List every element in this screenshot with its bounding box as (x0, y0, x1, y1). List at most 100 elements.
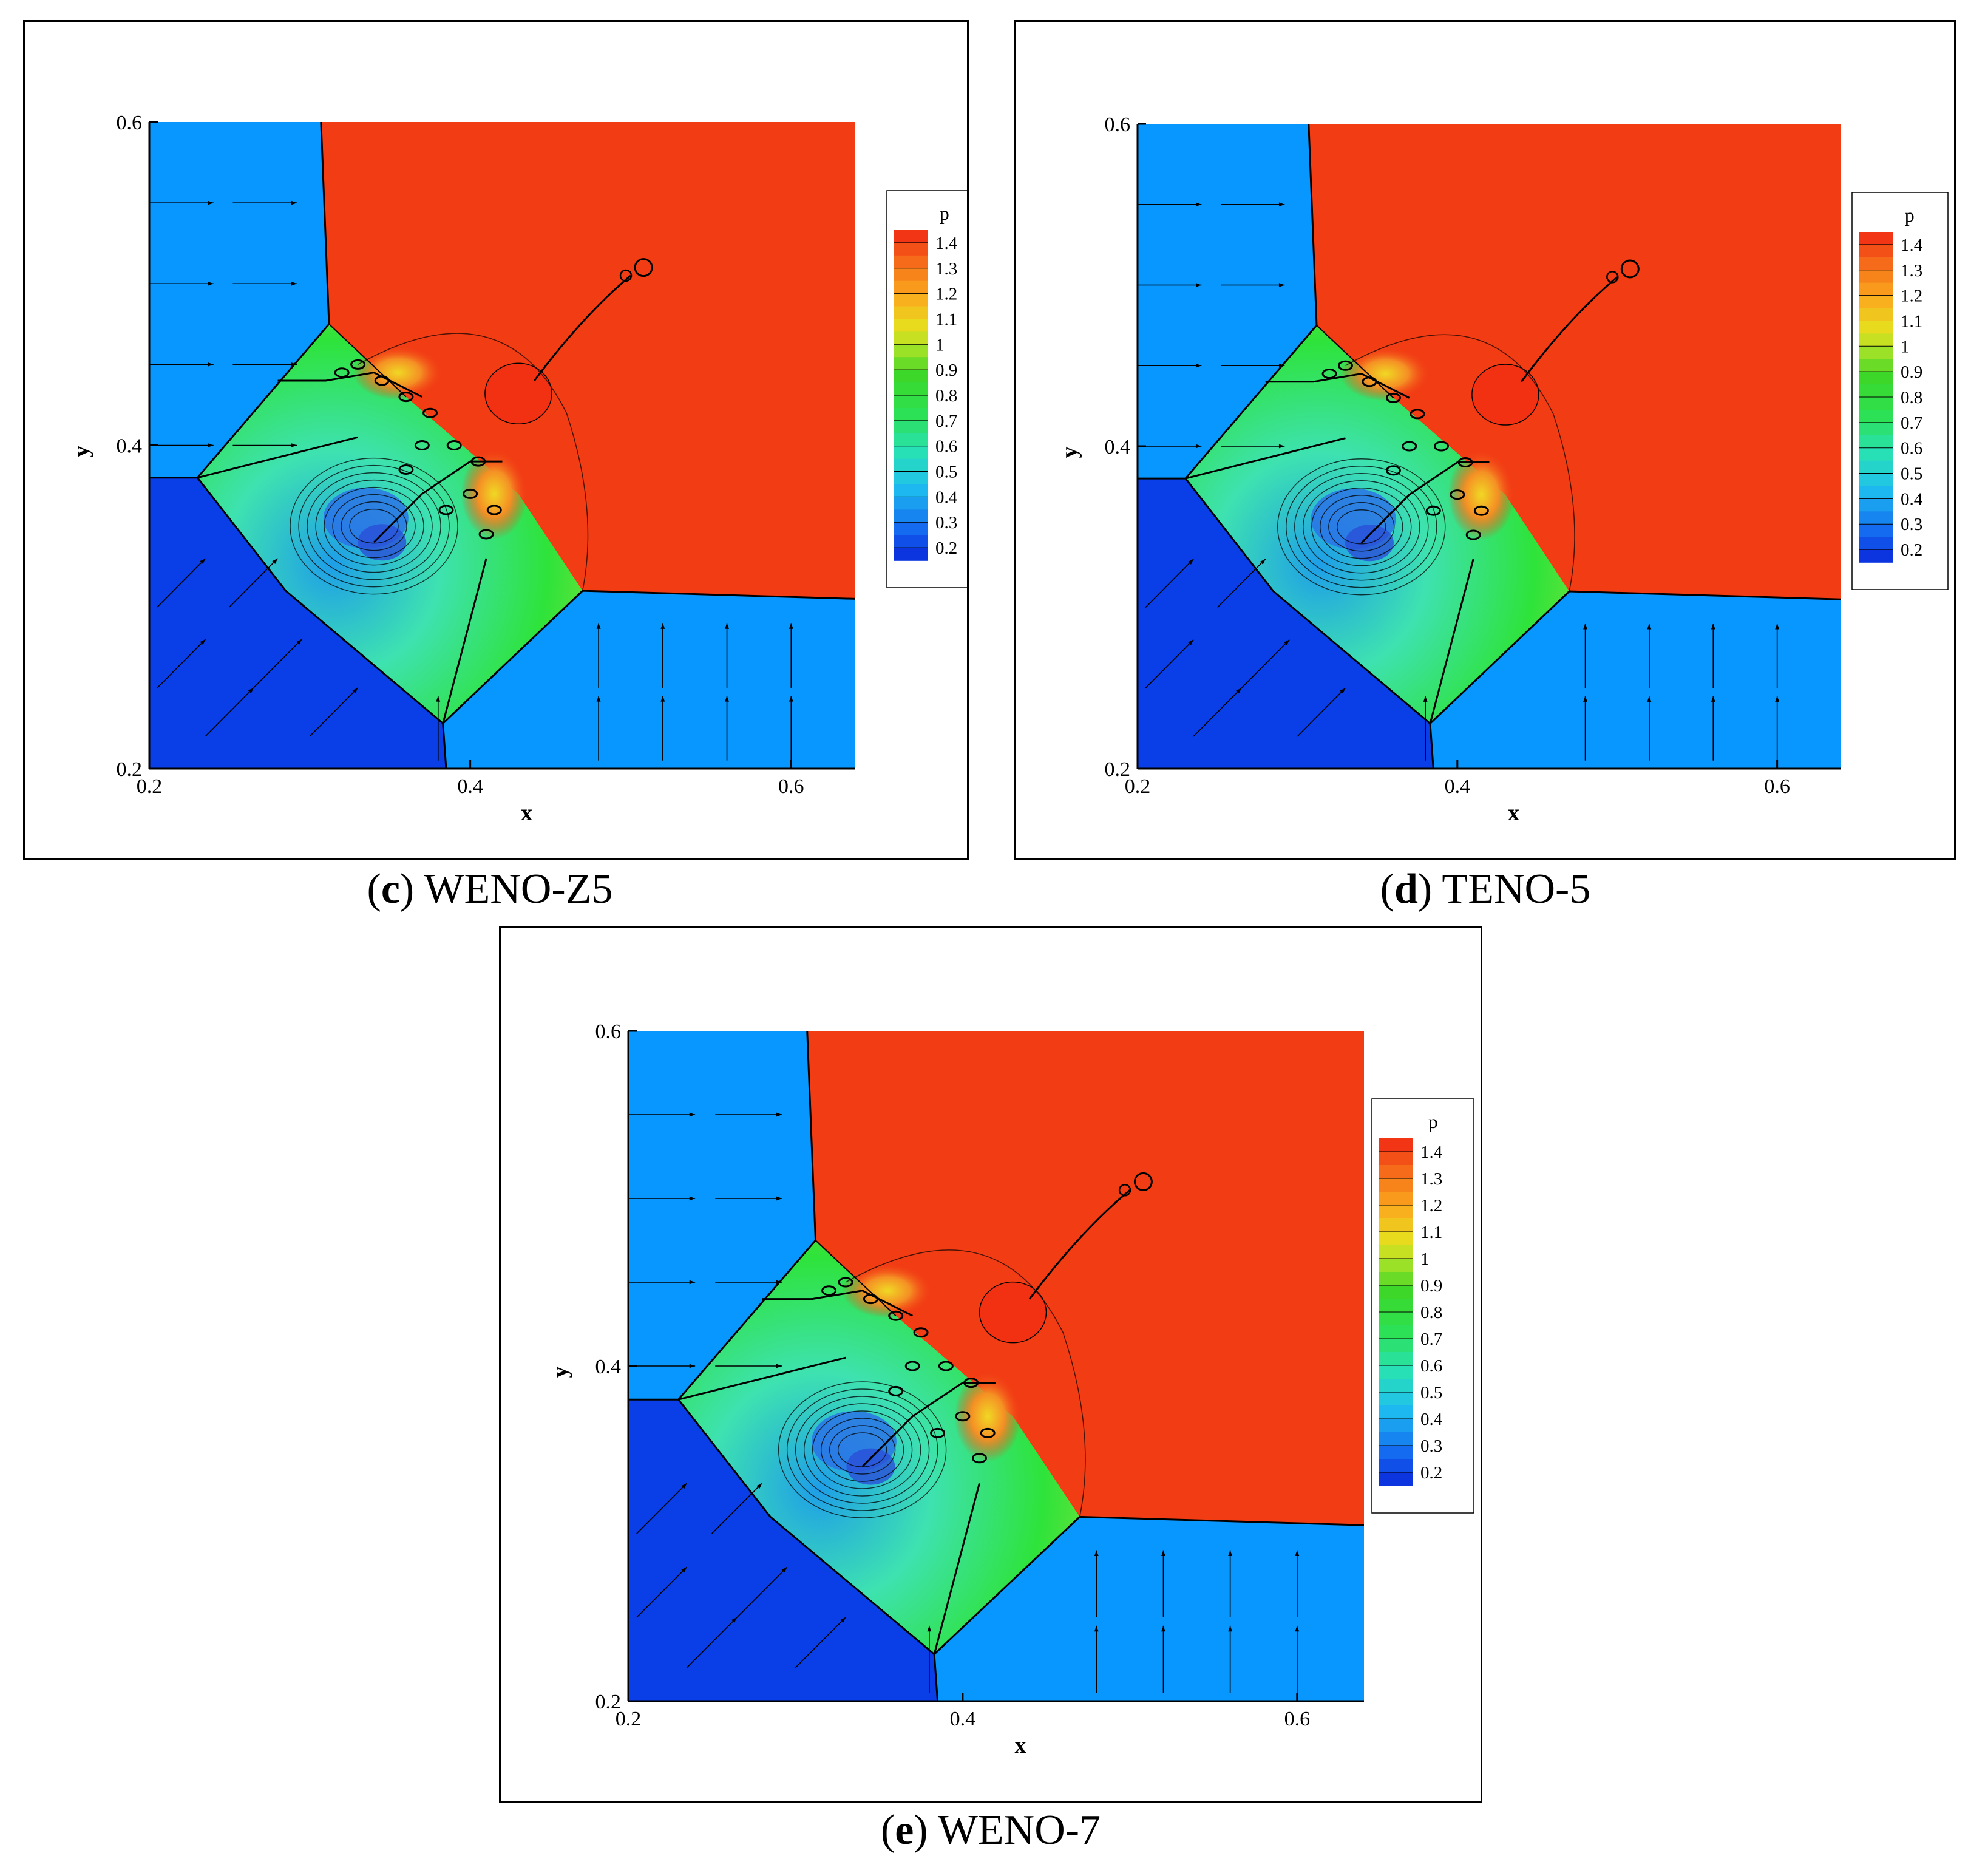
shock-line (442, 590, 855, 724)
caption-letter: e (895, 1807, 914, 1854)
velocity-arrow-head (725, 696, 729, 702)
shear-vortex (1433, 441, 1449, 452)
velocity-arrow-head (660, 623, 665, 629)
colorbar-swatch (1379, 1472, 1413, 1486)
colorbar-tick-label: 0.6 (1420, 1356, 1442, 1376)
shock-line (933, 1483, 980, 1655)
shear-vortex (446, 440, 462, 450)
shock-line (197, 477, 447, 769)
velocity-arrow (205, 687, 254, 737)
velocity-arrow-head (1278, 202, 1285, 207)
colorbar-swatch (1859, 384, 1893, 398)
region-bottom-right (443, 591, 855, 769)
slip-line (861, 1382, 996, 1467)
colorbar-tick-label: 0.3 (935, 513, 957, 532)
jet-tip-vortex (1118, 1183, 1131, 1197)
colorbar-tick-label: 0.4 (1901, 489, 1923, 509)
shock-line (1316, 325, 1394, 399)
colorbar-swatch (894, 319, 928, 333)
contour-plot-e: 0.2 0.4 0.6 0.2 0.4 0.6 x y p 1.4 1.3 1.2 1.1 1 0.9 0.8… (548, 1021, 1474, 1758)
contour-line (290, 457, 458, 595)
shear-vortex (1465, 529, 1481, 540)
shear-vortex (913, 1327, 929, 1338)
region-bottom-right (1430, 591, 1841, 769)
pressure-band (461, 448, 528, 540)
y-tick-label: 0.2 (595, 1691, 622, 1713)
slip-line (1265, 372, 1410, 399)
colorbar-swatch (1379, 1419, 1413, 1433)
contour-line (837, 1432, 887, 1467)
colorbar-tick-label: 0.9 (935, 361, 957, 380)
colorbar-swatch (1379, 1446, 1413, 1460)
jet-tip-vortex (619, 269, 633, 282)
colorbar-tick-label: 0.2 (1901, 540, 1922, 560)
colorbar-swatch (1859, 409, 1893, 423)
colorbar-swatch (894, 306, 928, 320)
x-tick-label: 0.4 (950, 1708, 976, 1730)
plot-area (628, 1031, 1364, 1701)
velocity-arrow (1217, 559, 1266, 608)
contour-line (1303, 480, 1420, 574)
contour-line (307, 472, 441, 580)
jet-tip-vortex (634, 258, 653, 277)
colorbar-swatch (1379, 1192, 1413, 1206)
colorbar-swatch (894, 357, 928, 370)
colorbar-swatch (894, 255, 928, 269)
colorbar: p 1.4 1.3 1.2 1.1 1 0.9 0.8 0.7 0.6 0.5 0.4 0.3 0.2 (886, 190, 967, 588)
colorbar-swatch (1379, 1218, 1413, 1232)
shear-vortex (1385, 465, 1401, 476)
shear-vortex (1402, 441, 1417, 452)
velocity-arrow (309, 687, 359, 737)
shock-line (677, 1399, 939, 1701)
y-tick-label: 0.2 (117, 758, 143, 781)
colorbar-tick-label: 1.1 (935, 310, 957, 329)
region-top-left (628, 1031, 816, 1400)
velocity-arrow-head (596, 696, 601, 702)
colorbar-swatch (1379, 1312, 1413, 1326)
jet-tip-vortex (1620, 259, 1640, 279)
colorbar-swatch (1859, 511, 1893, 525)
shear-vortex (1473, 505, 1489, 516)
chart-panel-e: 0.2 0.4 0.6 0.2 0.4 0.6 x y p 1.4 1.3 1.2 1.1 1 0.9 0.8… (499, 926, 1482, 1803)
colorbar-swatch (894, 522, 928, 535)
velocity-arrow-head (776, 1280, 782, 1285)
caption-text: WENO-Z5 (424, 866, 613, 913)
caption-d: (d) TENO-5 (1380, 866, 1591, 913)
colorbar-swatch (1859, 321, 1893, 335)
velocity-arrow-head (1236, 688, 1242, 694)
velocity-arrow (686, 1617, 738, 1668)
contour-line (298, 464, 450, 588)
colorbar-swatch (1859, 308, 1893, 322)
shock-line (197, 436, 358, 479)
region-bottom-right (934, 1517, 1364, 1701)
contour-line (1328, 502, 1395, 552)
colorbar-swatch (894, 280, 928, 294)
colorbar-swatch (1859, 549, 1893, 563)
shear-vortex (463, 488, 478, 499)
shear-vortex (838, 1277, 853, 1288)
colorbar-swatch (894, 242, 928, 256)
colorbar-swatch (1859, 346, 1893, 360)
velocity-arrow-head (781, 1567, 787, 1573)
colorbar-swatch (894, 471, 928, 485)
velocity-arrow-head (1188, 639, 1194, 645)
colorbar-swatch (1379, 1232, 1413, 1246)
colorbar-tick-label: 0.9 (1420, 1276, 1442, 1296)
velocity-arrow-head (1647, 696, 1652, 702)
contour-line (332, 494, 416, 559)
shock-line (442, 558, 487, 724)
x-axis-label: x (1015, 1733, 1026, 1758)
colorbar-tick-label: 1.1 (1901, 311, 1922, 331)
velocity-arrow (1241, 639, 1290, 688)
jet-stem (1028, 1189, 1131, 1300)
velocity-arrow-head (689, 1280, 696, 1285)
region-top-left (1138, 124, 1317, 479)
shear-vortex (478, 529, 494, 540)
colorbar-swatch (1859, 372, 1893, 385)
colorbar-tick-label: 0.8 (1420, 1303, 1442, 1322)
shear-vortex (486, 505, 502, 515)
colorbar-swatch (1379, 1459, 1413, 1473)
x-axis-label: x (521, 800, 532, 826)
velocity-arrow-head (200, 639, 206, 645)
region-top-right (807, 1031, 1364, 1526)
